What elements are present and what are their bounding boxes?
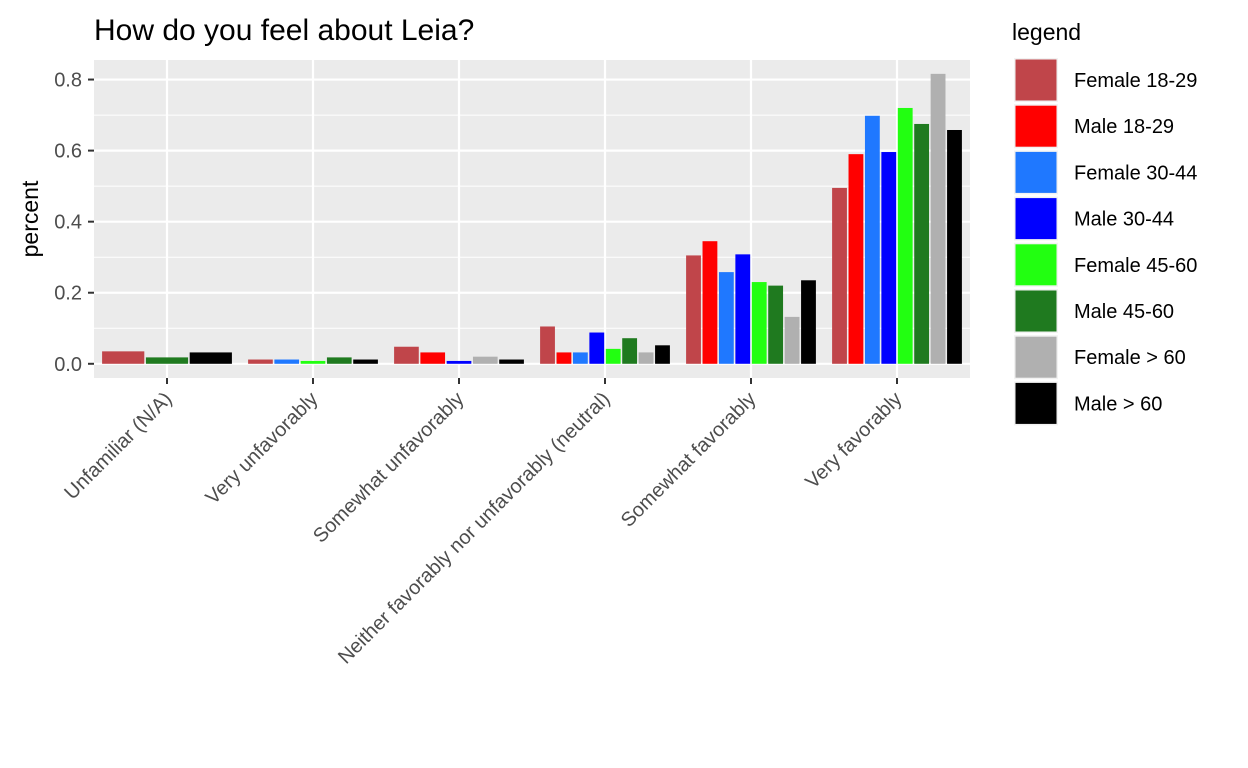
x-tick-label: Neither favorably nor unfavorably (neutr… [334,388,614,668]
legend: legend Female 18-29 Male 18-29 Female 30-4… [1012,19,1197,426]
bar [499,359,524,364]
bar [768,285,784,364]
x-tick-label: Unfamiliar (N/A) [60,388,176,504]
bar [702,241,718,364]
bar [638,352,654,364]
x-tick-label: Very unfavorably [202,388,323,509]
bar [784,316,800,364]
bar [897,107,913,364]
legend-swatch [1015,151,1057,193]
y-tick-label: 0.6 [54,141,82,163]
x-axis: Unfamiliar (N/A) Very unfavorablySomewhat… [60,378,907,668]
bar [718,272,734,364]
bar [947,129,962,364]
plot-panel [94,60,970,378]
bar [622,338,638,364]
legend-label: Male 18-29 [1074,116,1174,138]
y-axis-title: percent [17,180,43,257]
y-tick-label: 0.8 [54,70,82,92]
legend-swatch [1015,105,1057,147]
legend-label: Female > 60 [1074,347,1186,369]
grid-lines [94,60,970,378]
y-tick-label: 0.4 [54,212,82,234]
bar [248,359,273,364]
legend-label: Male 45-60 [1074,301,1174,323]
bar [686,255,701,364]
bar [189,352,232,364]
bar [274,359,300,364]
legend-swatch [1015,382,1057,424]
bar [751,282,767,364]
bar [446,360,472,364]
bar [735,254,751,364]
legend-swatch [1015,290,1057,332]
legend-title: legend [1012,19,1081,45]
bar [420,352,446,364]
bar [572,352,588,364]
legend-swatch [1015,59,1057,101]
legend-swatch [1015,336,1057,378]
legend-label: Female 18-29 [1074,70,1197,92]
x-tick-label: Somewhat unfavorably [309,388,468,547]
bar [655,345,670,364]
bar [145,357,189,364]
bar [326,357,352,364]
bar [300,360,326,364]
chart-title: How do you feel about Leia? [94,14,474,47]
y-tick-label: 0.0 [54,354,82,376]
legend-label: Female 30-44 [1074,162,1197,184]
bar [605,348,621,364]
legend-swatch [1015,244,1057,286]
bar [540,326,555,364]
x-tick-label: Very favorably [801,388,906,493]
legend-swatch [1015,198,1057,240]
bar [102,351,145,364]
y-tick-label: 0.2 [54,283,82,305]
x-tick-label: Somewhat favorably [617,388,761,532]
bar [472,356,498,364]
bar [881,152,897,364]
bars [102,73,962,364]
bar [848,154,864,364]
legend-label: Female 45-60 [1074,255,1197,277]
bar [556,352,572,364]
bar [930,73,946,364]
legend-label: Male > 60 [1074,393,1162,415]
bar [914,123,930,364]
y-axis: 0.0 0.2 0.4 0.6 0.8 [54,70,94,376]
bar [589,332,605,364]
bar [801,280,816,364]
bar [832,187,847,364]
legend-label: Male 30-44 [1074,209,1174,231]
bar [394,346,419,364]
bar [864,115,880,364]
bar [353,359,378,364]
